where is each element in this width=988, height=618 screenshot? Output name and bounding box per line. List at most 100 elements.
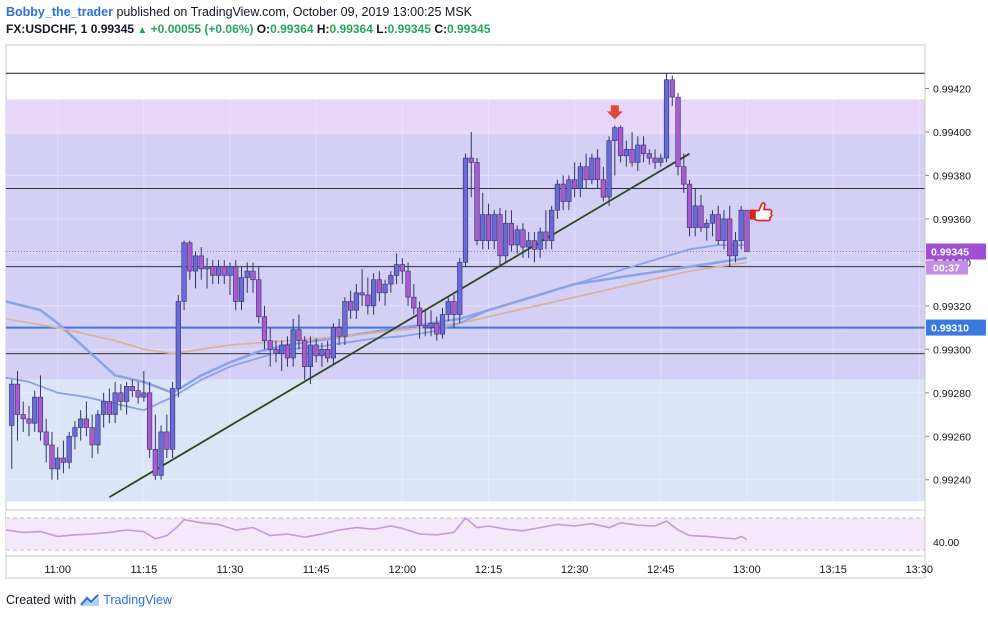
candle (434, 322, 440, 335)
candle (503, 222, 509, 257)
candle (445, 301, 451, 315)
ma-slow-line (5, 256, 748, 395)
candle (129, 385, 135, 391)
price-change: +0.00055 (+0.06%) (150, 22, 254, 36)
candle (244, 270, 250, 278)
time-axis-label: 12:00 (389, 564, 417, 576)
last-price: 0.99345 (90, 22, 135, 36)
tradingview-brand[interactable]: TradingView (103, 593, 172, 607)
candle (514, 229, 520, 246)
candle (106, 401, 112, 415)
candle (319, 349, 325, 357)
candle (405, 270, 411, 298)
candle (675, 96, 681, 168)
candle (164, 431, 170, 450)
price-axis-label: 0.99360 (933, 214, 971, 226)
time-axis-label: 11:30 (217, 564, 244, 576)
candle (181, 242, 187, 302)
candle (629, 149, 635, 163)
created-with-text: Created with (6, 593, 77, 607)
candle (152, 449, 158, 476)
candle (416, 307, 423, 326)
candle (721, 218, 727, 241)
candle (388, 275, 394, 285)
time-axis-label: 11:15 (130, 564, 157, 576)
candle (256, 279, 262, 318)
candle (640, 144, 647, 154)
low-value: 0.99345 (387, 22, 431, 36)
price-axis-label: 0.99240 (933, 475, 971, 487)
candle (583, 166, 589, 181)
candle (468, 157, 474, 163)
price-axis-label: 0.99380 (933, 170, 971, 182)
candle (744, 209, 750, 252)
candle (606, 140, 612, 198)
candle (669, 79, 675, 98)
author-name[interactable]: Bobby_the_trader (6, 5, 113, 19)
candle (238, 277, 245, 302)
candle (307, 344, 314, 368)
candle (554, 183, 560, 211)
current-price-tag: 0.99345 (931, 247, 969, 259)
candle (158, 431, 164, 476)
candle (175, 301, 181, 389)
high-value: 0.99364 (329, 22, 373, 36)
candle (330, 327, 336, 359)
time-axis-label: 12:30 (561, 564, 589, 576)
candle (215, 266, 222, 276)
candle (342, 301, 348, 337)
candle (37, 396, 44, 433)
high-label: H: (316, 22, 330, 36)
close-value: 0.99345 (446, 22, 491, 36)
candle (520, 229, 526, 248)
candle (698, 205, 704, 228)
candle (66, 435, 72, 463)
candle (566, 179, 572, 202)
candle (32, 396, 38, 424)
candle (95, 414, 101, 446)
chart-header: Bobby_the_trader published on TradingVie… (6, 4, 976, 39)
candle (382, 283, 388, 294)
tradingview-logo-icon (80, 593, 100, 606)
price-axis-label: 0.99260 (933, 431, 971, 443)
price-axis-label: 0.99320 (933, 301, 971, 313)
candle (451, 301, 457, 315)
published-text: published on TradingView.com, October 09… (116, 5, 473, 19)
candle (313, 344, 319, 357)
candle (572, 179, 578, 189)
close-label: C: (434, 22, 447, 36)
candle (72, 427, 78, 437)
candle (267, 340, 273, 350)
candle (457, 262, 463, 315)
candle (187, 242, 193, 272)
candle (353, 292, 359, 311)
candle (192, 255, 199, 272)
time-axis-label: 13:30 (905, 564, 933, 576)
candle (376, 279, 382, 294)
candle (9, 383, 15, 426)
candle (635, 144, 641, 163)
candle (296, 329, 302, 341)
price-axis-label: 0.99400 (933, 127, 971, 139)
candle (83, 418, 90, 428)
rsi-line (5, 516, 748, 541)
current-price-tag-bg (926, 243, 986, 260)
candle (595, 157, 601, 181)
candle (279, 344, 285, 354)
candle (491, 214, 497, 241)
candle (26, 418, 32, 424)
footer: Created with TradingView (6, 593, 172, 607)
candle (393, 264, 400, 276)
time-axis-label: 11:45 (303, 564, 330, 576)
candle (600, 179, 606, 198)
candle (204, 266, 210, 270)
candle (227, 266, 233, 276)
candle (124, 385, 130, 402)
price-axis-label: 0.99300 (933, 344, 971, 356)
candle (549, 209, 555, 241)
candle (485, 214, 492, 241)
candle (560, 183, 566, 202)
ma-tan-line (5, 261, 748, 355)
candle (686, 183, 693, 228)
